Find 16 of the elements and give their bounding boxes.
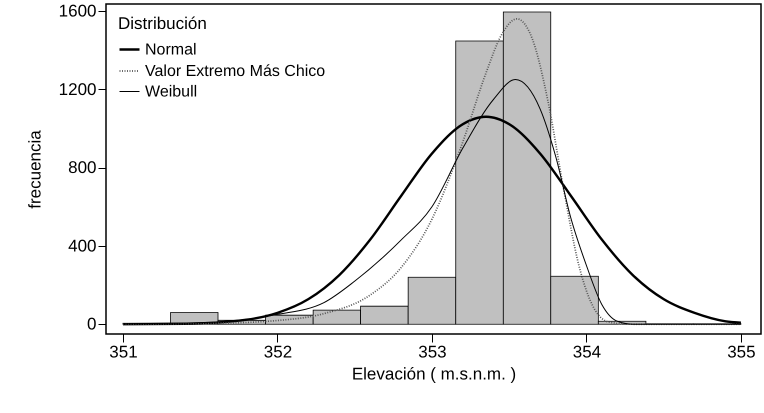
x-axis-title: Elevación ( m.s.n.m. ) [352,364,516,384]
x-tick-label: 351 [109,342,138,362]
x-tick-label: 352 [264,342,292,362]
y-tick-label: 400 [68,236,96,256]
x-tick-label: 354 [572,342,602,362]
legend-title: Distribución [118,14,207,33]
x-tick-label: 353 [418,342,447,362]
y-axis-title: frecuencia [26,130,45,209]
legend-label: Normal [145,42,197,58]
x-tick-label: 355 [727,342,756,362]
legend-label: Valor Extremo Más Chico [145,63,326,80]
y-tick-label: 800 [68,158,96,178]
y-tick-label: 0 [87,314,96,334]
y-tick-label: 1600 [58,2,96,21]
legend-label: Weibull [145,84,198,100]
y-tick-label: 1200 [58,80,96,99]
